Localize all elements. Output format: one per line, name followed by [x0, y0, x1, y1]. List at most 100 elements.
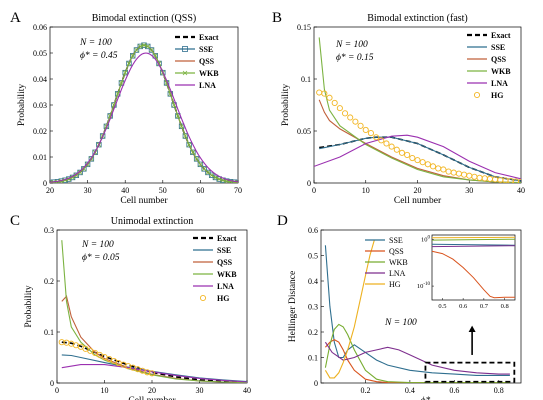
data-point-HG: [321, 90, 328, 97]
inset-x-tick-label: 0.6: [459, 303, 468, 310]
data-point-SSE: [178, 123, 185, 130]
data-point-HG: [383, 140, 390, 147]
inset-x-tick-label: 0.5: [438, 303, 446, 310]
x-tick-label: 20: [414, 186, 422, 195]
data-point-SSE: [152, 53, 158, 59]
series-line-WKB: [318, 37, 521, 183]
legend: Exact SSE QSS WKB LNA HG: [193, 234, 237, 303]
data-point-WKB: [216, 176, 222, 182]
y-tick-label: 0: [307, 179, 311, 188]
data-point-HG: [486, 175, 494, 182]
y-axis-label: Probability: [17, 84, 27, 126]
data-point-HG: [388, 143, 395, 150]
legend-label-WKB: WKB: [217, 270, 237, 279]
inset-y-tick-label: 100: [421, 236, 431, 244]
y-tick-label: 0: [50, 379, 54, 388]
y-tick-label: 0.4: [308, 277, 318, 286]
y-tick-label: 0.05: [33, 49, 47, 58]
data-point-SSE: [186, 141, 192, 148]
data-point-HG: [440, 166, 447, 173]
data-point-SSE: [130, 53, 136, 59]
y-tick-label: 0.05: [297, 127, 311, 136]
annotation: ϕ* = 0.45: [80, 51, 118, 61]
chart-title: Bimodal extinction (QSS): [92, 13, 196, 24]
series-line-Exact: [61, 341, 247, 383]
x-tick-label: 60: [196, 186, 204, 195]
y-tick-label: 0.6: [308, 226, 318, 235]
data-point-WKB: [77, 170, 83, 175]
legend-label-SSE: SSE: [389, 236, 403, 245]
zoom-arrow-head: [468, 325, 476, 332]
data-point-SSE: [201, 166, 207, 172]
data-point-HG: [481, 175, 488, 182]
data-point-WKB: [134, 47, 139, 53]
legend-label-SSE: SSE: [491, 43, 505, 52]
legend-label-QSS: QSS: [389, 247, 404, 256]
data-point-SSE: [122, 69, 128, 76]
data-point-SSE: [148, 47, 155, 53]
legend-label-HG: HG: [491, 91, 503, 100]
data-point-SSE: [167, 91, 174, 97]
y-tick-label: 0: [314, 379, 318, 388]
y-tick-label: 0.06: [33, 23, 47, 32]
x-tick-label: 0.8: [494, 386, 504, 395]
annotation: N = 100: [384, 318, 417, 328]
plot-area: [324, 240, 510, 383]
legend-label-LNA: LNA: [491, 79, 508, 88]
panel-label-B: B: [272, 10, 282, 26]
inset-y-tick-exponent: 0: [428, 236, 431, 241]
legend-label-WKB: WKB: [491, 67, 511, 76]
data-point-HG: [398, 149, 406, 156]
series-line-SSE: [319, 136, 521, 182]
series-line-LNA: [324, 341, 510, 375]
data-point-WKB: [130, 53, 136, 59]
data-point-HG: [450, 169, 457, 176]
panel-C: 0 10 20 30 40 0 0.1 0.2 0.3 Unimodal extinction Ce…: [24, 216, 251, 400]
legend: Exact SSE QSS WKB LNA: [175, 33, 219, 90]
x-tick-label: 0: [55, 386, 59, 395]
annotation: ϕ* = 0.15: [336, 53, 374, 63]
data-point-WKB: [198, 162, 203, 167]
panel-D: 0.2 0.4 0.6 0.8 0 0.1 0.2 0.3 0.4 0.5 0.6 ϕ* Helling…: [288, 226, 522, 400]
data-point-WKB: [201, 166, 207, 172]
data-point-SSE: [190, 149, 196, 156]
legend-label-HG: HG: [217, 294, 229, 303]
x-tick-label: 0.2: [360, 386, 370, 395]
data-point-HG: [373, 134, 380, 141]
data-point-HG: [352, 118, 359, 125]
plot-area: [50, 42, 238, 183]
data-point-HG: [471, 173, 478, 180]
data-point-HG: [455, 170, 462, 177]
legend-swatch: [473, 91, 481, 99]
legend-marker: [182, 46, 188, 52]
y-tick-label: 0.1: [301, 75, 311, 84]
data-point-HG: [424, 161, 431, 168]
y-tick-label: 0.03: [33, 101, 47, 110]
series-line-LNA: [50, 52, 238, 183]
x-tick-label: 40: [243, 386, 251, 395]
data-point-HG: [336, 105, 343, 112]
data-point-HG: [414, 157, 421, 164]
data-point-HG: [362, 126, 369, 134]
y-axis-label: Probability: [281, 84, 291, 126]
series-line-LNA: [314, 134, 521, 180]
data-point-HG: [466, 172, 473, 179]
data-point-HG: [517, 178, 521, 183]
data-point-HG: [445, 168, 452, 175]
x-tick-label: 10: [101, 386, 109, 395]
legend: Exact SSE QSS WKB LNA HG: [467, 31, 511, 100]
data-point-SSE: [160, 69, 166, 76]
x-tick-label: 50: [159, 186, 167, 195]
legend-label-QSS: QSS: [217, 258, 233, 267]
data-point-SSE: [182, 133, 189, 139]
legend-label-QSS: QSS: [491, 55, 507, 64]
legend: SSE QSS WKB LNA HG: [365, 236, 408, 289]
y-tick-label: 0.1: [308, 354, 318, 363]
data-point-SSE: [133, 47, 140, 53]
data-point-HG: [341, 110, 349, 117]
x-tick-label: 0: [312, 186, 316, 195]
x-tick-label: 30: [84, 186, 92, 195]
inset-series-SSE: [431, 243, 516, 246]
zoom-rectangle: [424, 361, 516, 383]
